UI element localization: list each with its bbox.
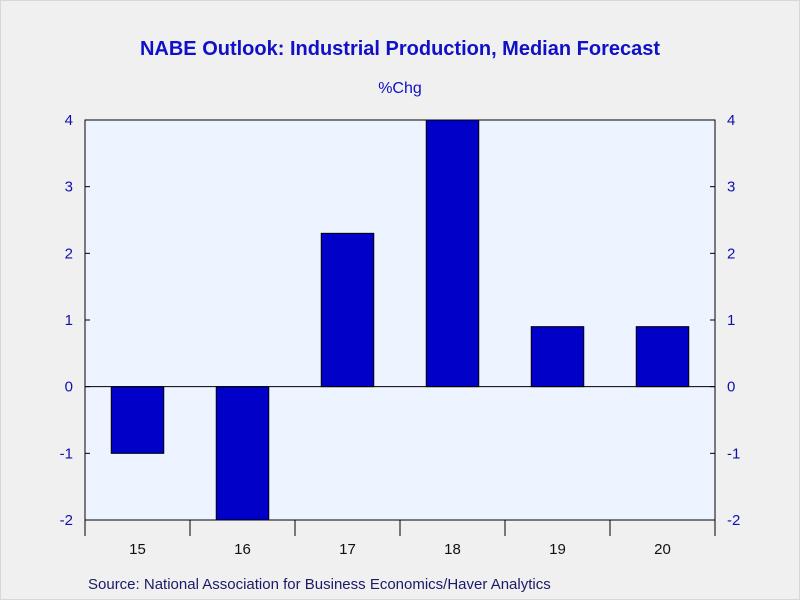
bar-20	[635, 326, 690, 388]
bar-18	[425, 119, 480, 388]
y-tick-label-left: -1	[60, 445, 73, 462]
y-tick-label-right: -1	[727, 445, 740, 462]
bar-17	[320, 232, 375, 388]
y-tick-label-right: 2	[727, 245, 735, 262]
bar-15	[110, 386, 165, 454]
plot-area	[84, 119, 716, 521]
bar-19	[530, 326, 585, 388]
y-tick-label-left: 4	[65, 112, 73, 129]
bars	[110, 119, 690, 521]
x-tick-label: 18	[444, 541, 461, 558]
y-tick-label-left: 0	[65, 379, 73, 396]
chart-title: NABE Outlook: Industrial Production, Med…	[139, 38, 661, 60]
y-tick-label-right: 1	[727, 312, 735, 329]
y-tick-label-right: 4	[727, 112, 735, 129]
y-tick-label-right: -2	[727, 512, 740, 529]
y-tick-label-left: 2	[65, 245, 73, 262]
y-axis-unit-label: %Chg	[378, 80, 422, 97]
axis-labels: -2 -2 -1 -1 0 0 1 1 2 2 3 3 4 4 15 16 17 18 19 20	[60, 112, 741, 558]
y-tick-label-left: 1	[65, 312, 73, 329]
y-tick-label-right: 0	[727, 379, 735, 396]
x-tick-label: 20	[654, 541, 671, 558]
source-note: Source: National Association for Busines…	[88, 576, 551, 593]
axis-ticks	[84, 119, 716, 536]
x-tick-label: 17	[339, 541, 356, 558]
y-tick-label-left: 3	[65, 179, 73, 196]
y-tick-label-left: -2	[60, 512, 73, 529]
x-tick-label: 19	[549, 541, 566, 558]
x-tick-label: 16	[234, 541, 251, 558]
x-tick-label: 15	[129, 541, 146, 558]
y-tick-label-right: 3	[727, 179, 735, 196]
bar-16	[215, 386, 270, 521]
